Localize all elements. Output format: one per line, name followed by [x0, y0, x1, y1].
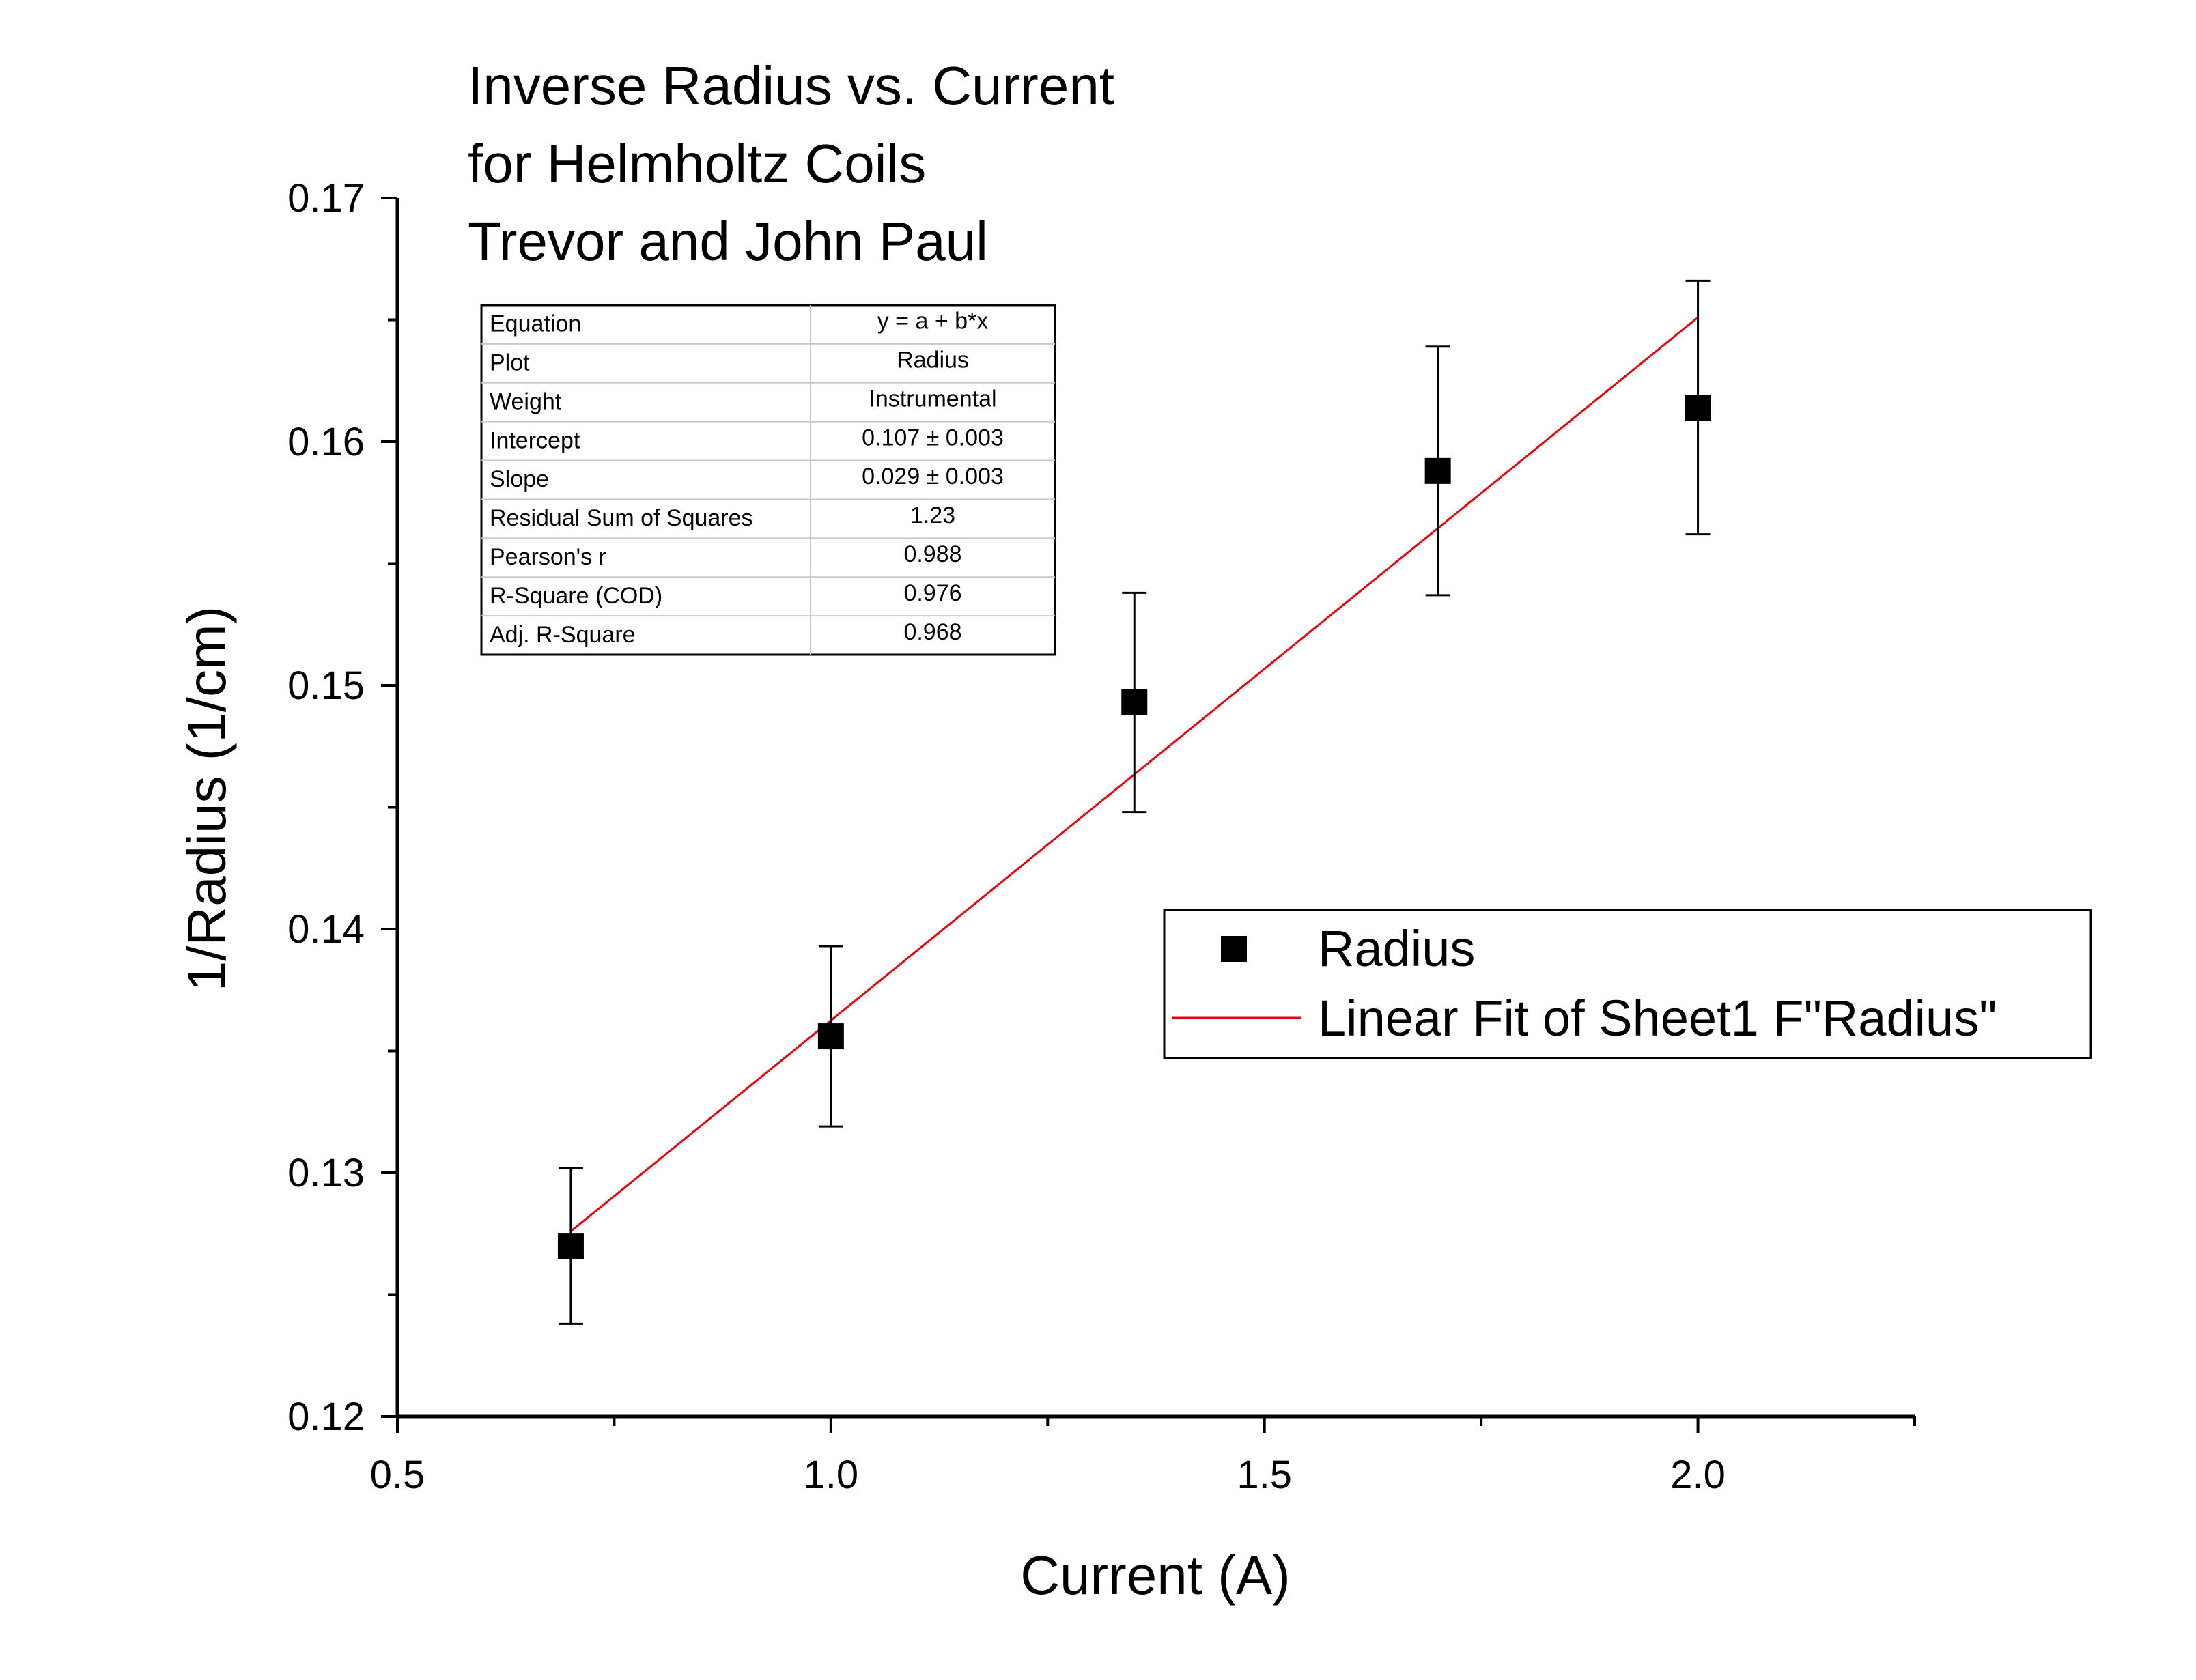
data-point	[557, 1233, 584, 1259]
fit-table-value: 0.988	[903, 541, 961, 567]
fit-table-label: Plot	[490, 350, 530, 376]
fit-table-label: Intercept	[490, 427, 580, 453]
data-point	[1424, 457, 1451, 484]
fit-table-value: Radius	[897, 347, 969, 373]
x-axis-title: Current (A)	[1020, 1545, 1291, 1606]
fit-table-value: Instrumental	[869, 386, 996, 412]
x-tick-label: 0.5	[370, 1453, 425, 1497]
data-markers	[557, 395, 1711, 1259]
y-axis-title: 1/Radius (1/cm)	[176, 606, 237, 992]
fit-results-table: Equation y = a + b*x Plot Radius Weight Instr…	[480, 304, 1056, 656]
legend-marker-radius	[1221, 936, 1247, 962]
fit-table-border	[480, 304, 1056, 656]
y-tick-label: 0.13	[287, 1151, 365, 1195]
legend-label-fit: Linear Fit of Sheet1 F"Radius"	[1318, 990, 1997, 1047]
chart-title: Inverse Radius vs. Current for Helmholtz…	[468, 55, 1114, 272]
legend: Radius Linear Fit of Sheet1 F"Radius"	[1163, 909, 2092, 1059]
fit-table-value: 1.23	[910, 502, 955, 528]
fit-table-label: R-Square (COD)	[490, 583, 662, 609]
data-point	[1685, 395, 1711, 421]
data-point	[1121, 689, 1148, 715]
fit-table-value: 0.968	[903, 619, 961, 645]
y-tick-label: 0.17	[287, 176, 365, 220]
data-point	[817, 1023, 844, 1050]
fit-table-value: 0.107 ± 0.003	[862, 425, 1004, 451]
fit-table-value: 0.029 ± 0.003	[862, 464, 1004, 489]
x-tick-label: 1.5	[1237, 1453, 1292, 1497]
y-tick-label: 0.16	[287, 420, 365, 464]
x-tick-label: 2.0	[1670, 1453, 1726, 1497]
y-axis-ticks: 0.12 0.13 0.14 0.15 0.16 0.17	[287, 176, 397, 1439]
y-tick-label: 0.15	[287, 664, 365, 708]
x-tick-label: 1.0	[804, 1453, 859, 1497]
fit-table-label: Adj. R-Square	[490, 622, 636, 648]
fit-table-label: Slope	[490, 466, 549, 492]
fit-table-value: y = a + b*x	[877, 309, 989, 334]
chart-title-line-3: Trevor and John Paul	[468, 211, 988, 272]
fit-table-label: Equation	[490, 311, 581, 337]
y-tick-label: 0.14	[287, 907, 365, 952]
fit-table-value: 0.976	[903, 580, 961, 606]
chart-title-line-2: for Helmholtz Coils	[468, 133, 926, 194]
chart-title-line-1: Inverse Radius vs. Current	[468, 55, 1114, 116]
fit-table-label: Pearson's r	[490, 544, 606, 570]
legend-label-radius: Radius	[1318, 920, 1475, 977]
fit-table-label: Residual Sum of Squares	[490, 505, 753, 531]
fit-table-label: Weight	[490, 388, 562, 414]
x-axis-ticks: 0.5 1.0 1.5 2.0	[370, 1416, 1916, 1497]
y-tick-label: 0.12	[287, 1395, 365, 1439]
legend-box	[1163, 909, 2092, 1059]
